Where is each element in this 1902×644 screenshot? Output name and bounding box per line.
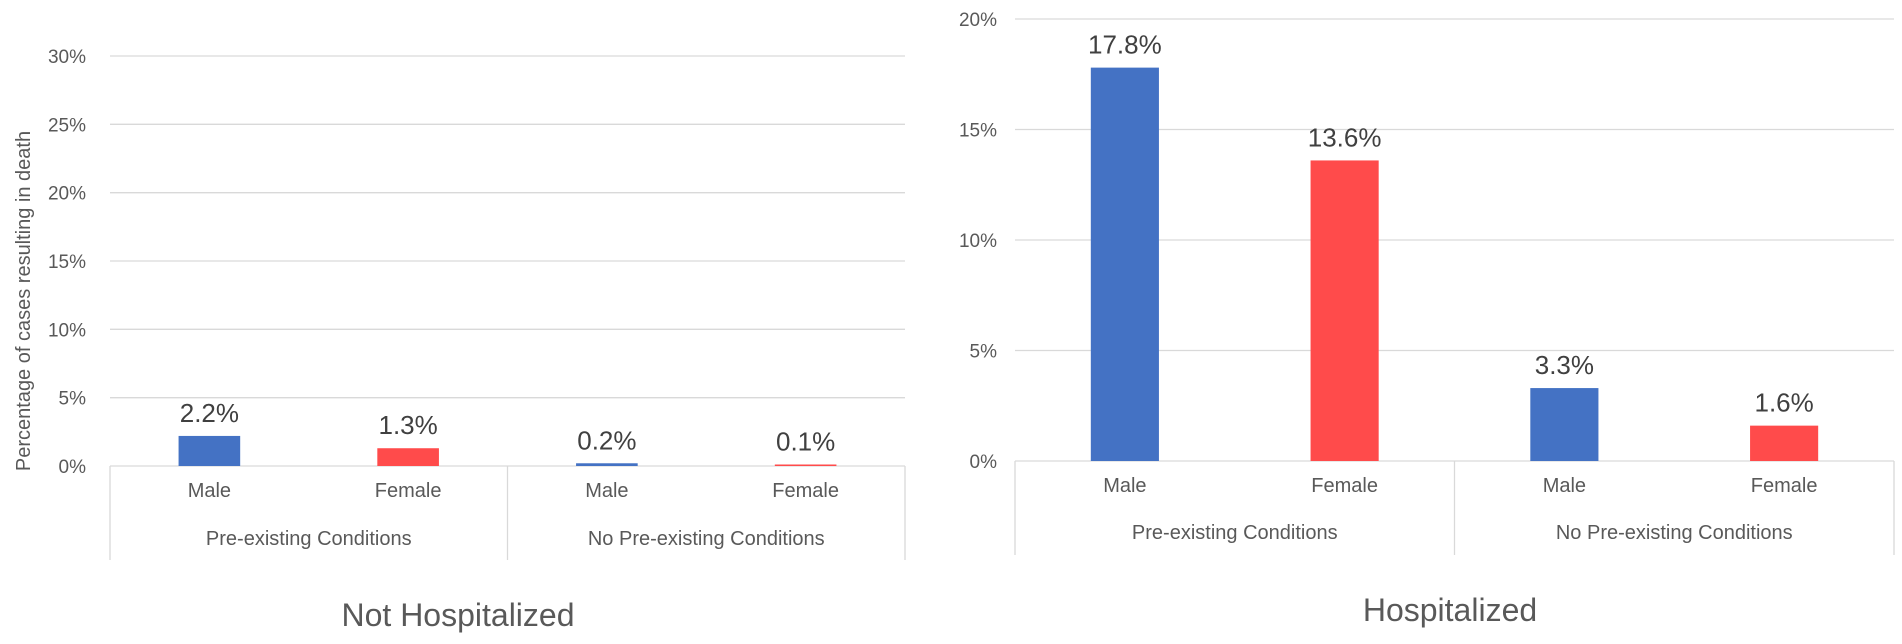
category-label: Male (1103, 475, 1146, 497)
data-label: 0.1% (776, 427, 835, 457)
bar (774, 464, 837, 466)
category-label: Male (188, 480, 231, 502)
y-tick-label: 15% (48, 252, 86, 273)
data-label: 13.6% (1308, 122, 1382, 152)
category-label: Female (1751, 475, 1818, 497)
y-tick-label: 10% (959, 231, 997, 252)
bar (1310, 160, 1379, 461)
category-label: Female (375, 480, 442, 502)
y-axis-label: Percentage of cases resulting in death (13, 131, 35, 471)
data-label: 1.6% (1754, 388, 1813, 418)
y-tick-label: 0% (59, 457, 87, 478)
bar (178, 435, 241, 466)
data-label: 2.2% (180, 398, 239, 428)
group-label: Pre-existing Conditions (1132, 522, 1338, 544)
y-tick-label: 5% (970, 342, 998, 363)
chart-title: Not Hospitalized (342, 597, 575, 633)
y-tick-label: 5% (59, 389, 87, 410)
data-label: 1.3% (378, 410, 437, 440)
bar (377, 448, 439, 466)
bar (1530, 388, 1599, 461)
data-label: 17.8% (1088, 30, 1162, 60)
y-tick-label: 20% (48, 184, 86, 205)
category-label: Female (772, 480, 839, 502)
chart-not-hospitalized: 0% 5% 10% 15% 20% 25% 30% 2.2% Male 1.3% Female 0.2… (13, 47, 906, 633)
category-label: Male (1543, 475, 1586, 497)
chart-title: Hospitalized (1363, 592, 1537, 628)
chart-hospitalized: 0% 5% 10% 15% 20% 17.8% Male 13.6% Female 3.3% Mal… (959, 10, 1895, 628)
bar (1750, 425, 1819, 461)
data-label: 3.3% (1535, 350, 1594, 380)
group-label: No Pre-existing Conditions (1556, 522, 1793, 544)
data-label: 0.2% (577, 425, 636, 455)
category-label: Female (1311, 475, 1378, 497)
y-tick-label: 20% (959, 10, 997, 31)
category-label: Male (585, 480, 628, 502)
bar (1090, 67, 1159, 462)
y-tick-label: 15% (959, 121, 997, 142)
group-label: No Pre-existing Conditions (588, 528, 825, 550)
y-tick-label: 10% (48, 320, 86, 341)
bar (576, 463, 638, 466)
y-tick-label: 25% (48, 115, 86, 136)
group-label: Pre-existing Conditions (206, 528, 412, 550)
y-tick-label: 30% (48, 47, 86, 68)
y-tick-label: 0% (970, 452, 998, 473)
